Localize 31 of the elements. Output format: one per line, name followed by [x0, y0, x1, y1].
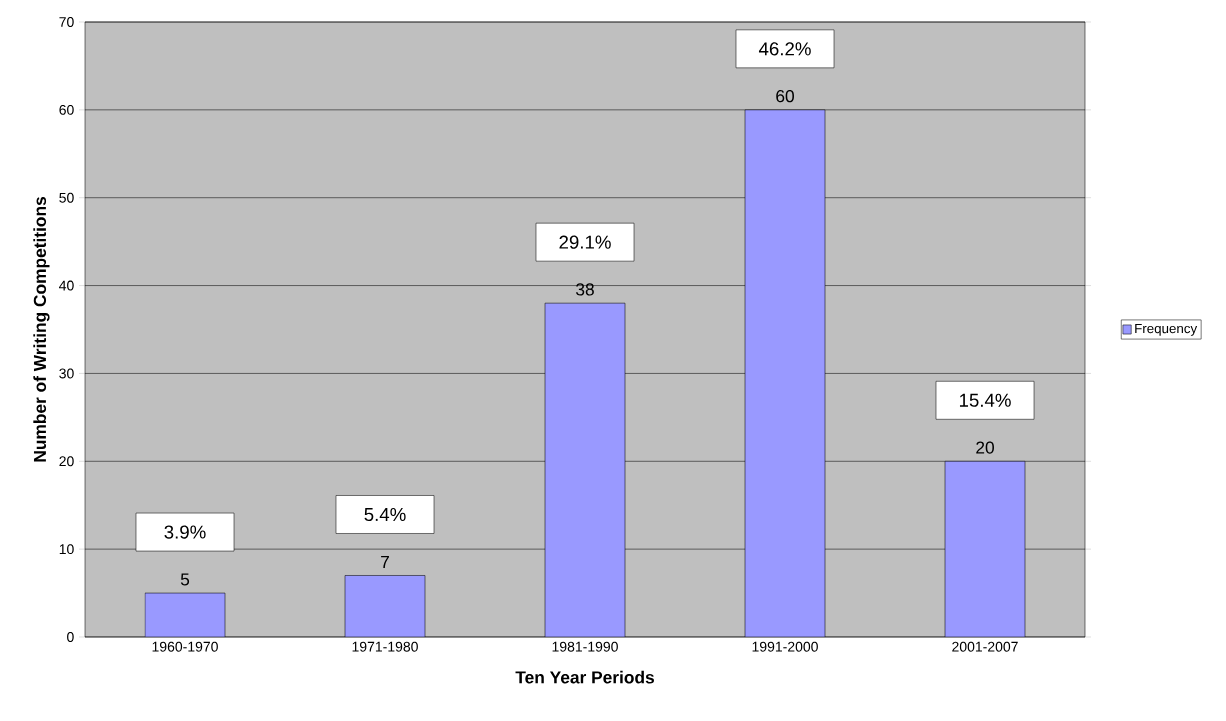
bar — [744, 109, 826, 637]
y-tick-label: 40 — [59, 280, 74, 291]
annotation: 3.9% — [164, 525, 206, 539]
data-label: 5 — [180, 573, 190, 586]
x-tick-label: 1960-1970 — [152, 641, 218, 652]
y-tick-label: 50 — [59, 192, 74, 203]
annotation: 46.2% — [758, 42, 811, 56]
data-label: 38 — [576, 283, 594, 296]
y-tick-label: 60 — [59, 104, 74, 115]
annotation: 29.1% — [559, 235, 611, 249]
y-tick-label: 20 — [59, 456, 74, 467]
y-tick-label: 0 — [67, 632, 74, 642]
y-tick-label: 30 — [59, 368, 74, 379]
y-tick-label: 70 — [59, 17, 74, 27]
bar — [544, 302, 626, 637]
legend-label: Frequency — [1135, 323, 1198, 336]
x-tick-label: 1971-1980 — [352, 641, 418, 652]
y-axis-title: Number of Writing Competitions — [33, 197, 50, 462]
annotation: 5.4% — [364, 507, 406, 522]
data-label: 20 — [976, 441, 994, 454]
y-tick-label: 10 — [59, 544, 74, 555]
data-label: 7 — [381, 555, 389, 568]
x-tick-label: 1981-1990 — [552, 641, 618, 652]
bar — [944, 461, 1026, 637]
x-tick-label: 1991-2000 — [752, 641, 818, 652]
x-axis-title: Ten Year Periods — [515, 670, 654, 684]
bar — [344, 575, 426, 637]
bar — [144, 592, 226, 637]
x-tick-label: 2001-2007 — [952, 641, 1018, 652]
annotation: 15.4% — [959, 393, 1011, 407]
data-label: 60 — [776, 89, 794, 103]
